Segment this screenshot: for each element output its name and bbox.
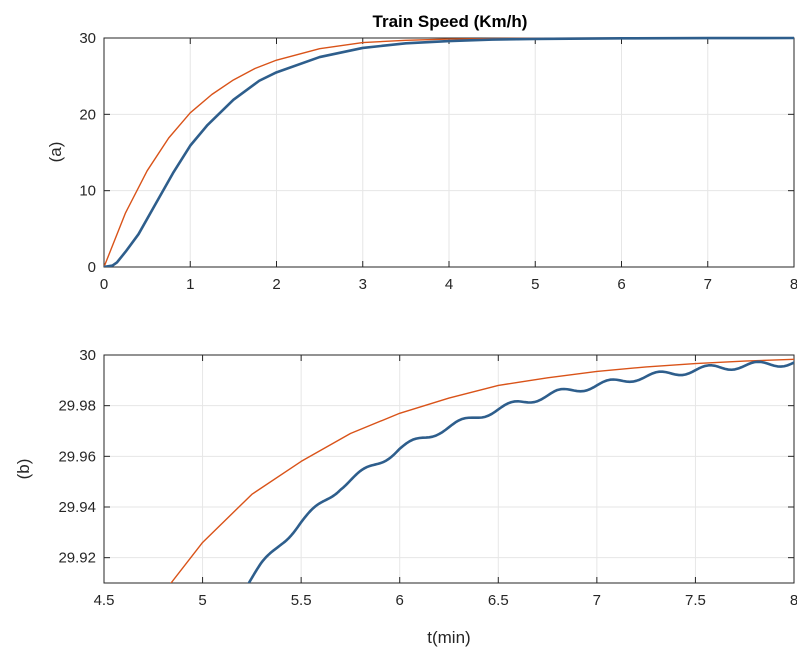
x-tick-label: 1: [186, 276, 194, 293]
panel-b: 4.5 5 5.5 6 6.5 7 7.5 8 29.92 29.94 29.96 29.98 30 (…: [14, 347, 797, 647]
grid-a: [103, 37, 795, 268]
y-tick-label: 29.94: [58, 499, 96, 516]
lines-a: [104, 36, 794, 267]
ylabel-a: (a): [46, 142, 65, 163]
y-tick-label: 29.98: [58, 398, 96, 415]
y-tick-label: 29.92: [58, 550, 96, 567]
y-tick-label: 29.96: [58, 448, 96, 465]
chart-title: Train Speed (Km/h): [373, 12, 528, 31]
y-tick-label: 30: [79, 347, 96, 364]
y-tick-label: 0: [88, 259, 96, 276]
x-tick-label: 4.5: [94, 592, 115, 609]
series-line-1: [247, 360, 794, 583]
x-tick-label: 6: [617, 276, 625, 293]
ticks-a: 0 1 2 3 4 5 6 7 8 0 10 20 30: [79, 30, 797, 293]
axes-b-frame: [103, 354, 795, 584]
x-tick-label: 7: [593, 592, 601, 609]
ticks-b: 4.5 5 5.5 6 6.5 7 7.5 8 29.92 29.94 29.96 29.98 30: [58, 347, 797, 609]
xlabel-b: t(min): [427, 628, 470, 647]
x-tick-label: 6.5: [488, 592, 509, 609]
x-tick-label: 5: [198, 592, 206, 609]
x-tick-label: 0: [100, 276, 108, 293]
x-tick-label: 2: [272, 276, 280, 293]
x-tick-label: 4: [445, 276, 453, 293]
lines-b: [170, 358, 794, 583]
x-tick-label: 6: [396, 592, 404, 609]
series-line-1: [104, 36, 794, 267]
grid-b: [103, 354, 795, 583]
x-tick-label: 7: [704, 276, 712, 293]
x-tick-label: 7.5: [685, 592, 706, 609]
x-tick-label: 5: [531, 276, 539, 293]
y-tick-label: 10: [79, 183, 96, 200]
y-tick-label: 30: [79, 30, 96, 47]
x-tick-label: 3: [359, 276, 367, 293]
series-line-0: [170, 358, 794, 583]
ylabel-b: (b): [14, 459, 33, 480]
y-tick-label: 20: [79, 106, 96, 123]
x-tick-label: 5.5: [291, 592, 312, 609]
panel-a: 0 1 2 3 4 5 6 7 8 0 10 20 30 (a): [46, 30, 797, 293]
x-tick-label: 8: [790, 276, 797, 293]
x-tick-label: 8: [790, 592, 797, 609]
